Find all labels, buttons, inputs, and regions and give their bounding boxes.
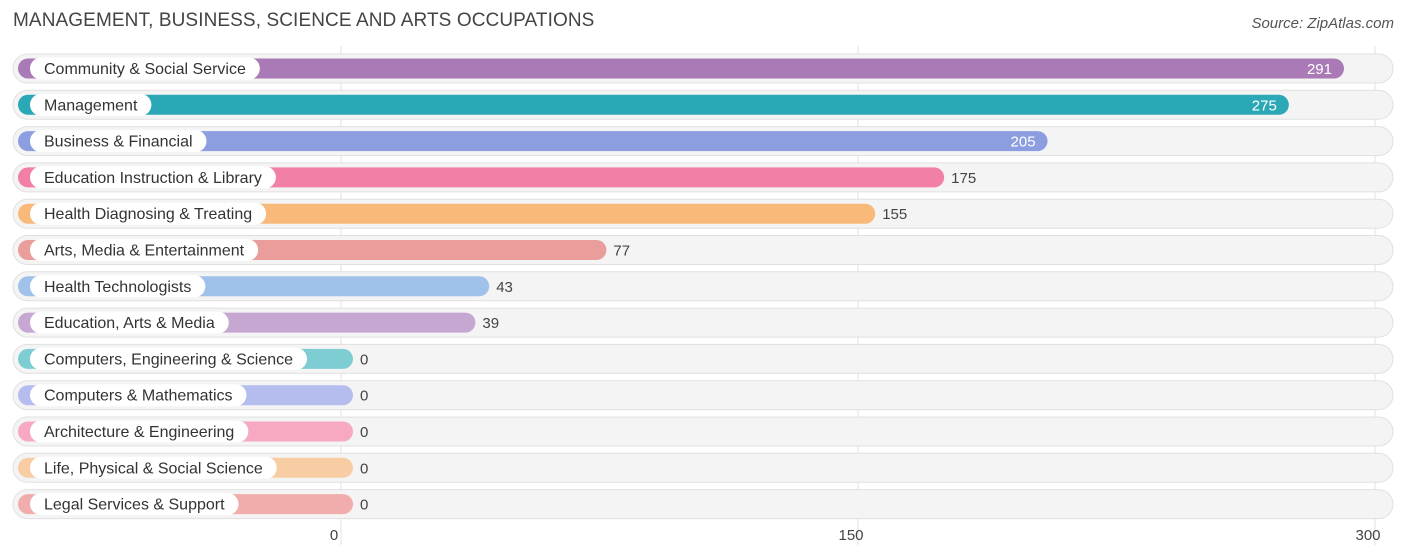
x-tick-label: 150: [838, 527, 863, 544]
x-tick-label: 0: [330, 527, 338, 544]
value-label: 0: [360, 497, 368, 514]
category-label: Arts, Media & Entertainment: [44, 243, 245, 260]
bar-row: Architecture & Engineering 0: [12, 416, 1394, 447]
value-label: 205: [1011, 134, 1036, 151]
category-label: Education Instruction & Library: [44, 170, 262, 187]
bar-row: Arts, Media & Entertainment 77: [12, 235, 1394, 265]
category-label: Life, Physical & Social Science: [44, 460, 263, 477]
category-label: Architecture & Engineering: [44, 424, 234, 441]
category-label-pill: [30, 420, 249, 443]
category-label-pill: [30, 239, 259, 261]
category-label-pill: [30, 493, 239, 516]
chart-title: MANAGEMENT, BUSINESS, SCIENCE AND ARTS O…: [13, 10, 595, 31]
value-label: 175: [951, 170, 976, 187]
category-label-pill: [30, 275, 206, 298]
bar-row: Computers & Mathematics 0: [12, 380, 1394, 411]
category-label-pill: [30, 456, 277, 479]
bar-row: Life, Physical & Social Science 0: [12, 452, 1394, 483]
category-label: Computers, Engineering & Science: [44, 351, 293, 368]
value-label: 291: [1307, 61, 1332, 78]
bar-row: Computers, Engineering & Science 0: [12, 343, 1394, 374]
bar-track: [12, 452, 1394, 483]
bar: [18, 58, 1344, 79]
bar-row: Community & Social Service 291: [12, 53, 1394, 84]
value-label: 0: [360, 388, 368, 405]
bar-row: Education, Arts & Media 39: [12, 307, 1394, 338]
category-label: Health Diagnosing & Treating: [44, 206, 252, 223]
source-label: Source: ZipAtlas.com: [1251, 15, 1394, 32]
bar-row: Business & Financial 205: [12, 126, 1394, 157]
value-label: 275: [1252, 97, 1277, 114]
category-label-pill: [30, 311, 229, 334]
x-tick-label: 300: [1355, 527, 1380, 544]
value-label: 155: [882, 206, 907, 223]
category-label: Legal Services & Support: [44, 497, 225, 514]
bar-row: Education Instruction & Library 175: [12, 162, 1394, 193]
category-label-pill: [30, 384, 247, 407]
x-axis: 0 150 300: [330, 527, 1381, 544]
category-label-pill: [30, 166, 276, 189]
category-label-pill: [30, 130, 207, 153]
category-label-pill: [30, 202, 267, 225]
bar-track: [12, 416, 1394, 447]
bar-row: Health Diagnosing & Treating 155: [12, 198, 1394, 229]
bar-row: Health Technologists 43: [12, 271, 1394, 302]
bar-row: Management 275: [12, 89, 1394, 120]
category-label: Management: [44, 97, 138, 114]
bar-row: Legal Services & Support 0: [12, 489, 1394, 520]
category-label-pill: [30, 57, 260, 80]
value-label: 0: [360, 424, 368, 441]
value-label: 0: [360, 460, 368, 477]
value-label: 0: [360, 351, 368, 368]
value-label: 77: [613, 243, 630, 260]
bar-track: [12, 380, 1394, 411]
category-label-pill: [30, 93, 152, 116]
bar-track: [12, 489, 1394, 520]
category-label: Community & Social Service: [44, 61, 246, 78]
category-label: Health Technologists: [44, 279, 191, 296]
bar: [18, 94, 1289, 115]
value-label: 43: [496, 279, 513, 296]
category-label-pill: [30, 347, 308, 370]
category-label: Computers & Mathematics: [44, 388, 233, 405]
category-label: Business & Financial: [44, 134, 193, 151]
category-label: Education, Arts & Media: [44, 315, 215, 332]
bar: [18, 131, 1048, 152]
bar-track: [12, 343, 1394, 374]
value-label: 39: [482, 315, 499, 332]
